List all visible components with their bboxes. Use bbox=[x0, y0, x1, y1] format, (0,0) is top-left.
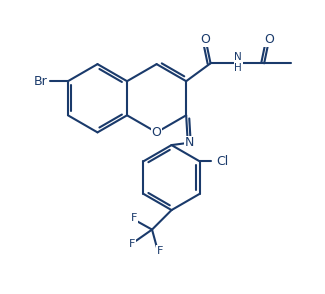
Text: N: N bbox=[185, 136, 194, 149]
Text: F: F bbox=[131, 213, 137, 223]
Text: Cl: Cl bbox=[216, 155, 228, 168]
Text: F: F bbox=[129, 239, 136, 249]
Text: N
H: N H bbox=[234, 52, 242, 74]
Text: F: F bbox=[157, 246, 163, 256]
Text: O: O bbox=[152, 126, 162, 139]
Text: Br: Br bbox=[33, 75, 47, 88]
Text: O: O bbox=[201, 34, 211, 46]
Text: O: O bbox=[264, 34, 274, 46]
